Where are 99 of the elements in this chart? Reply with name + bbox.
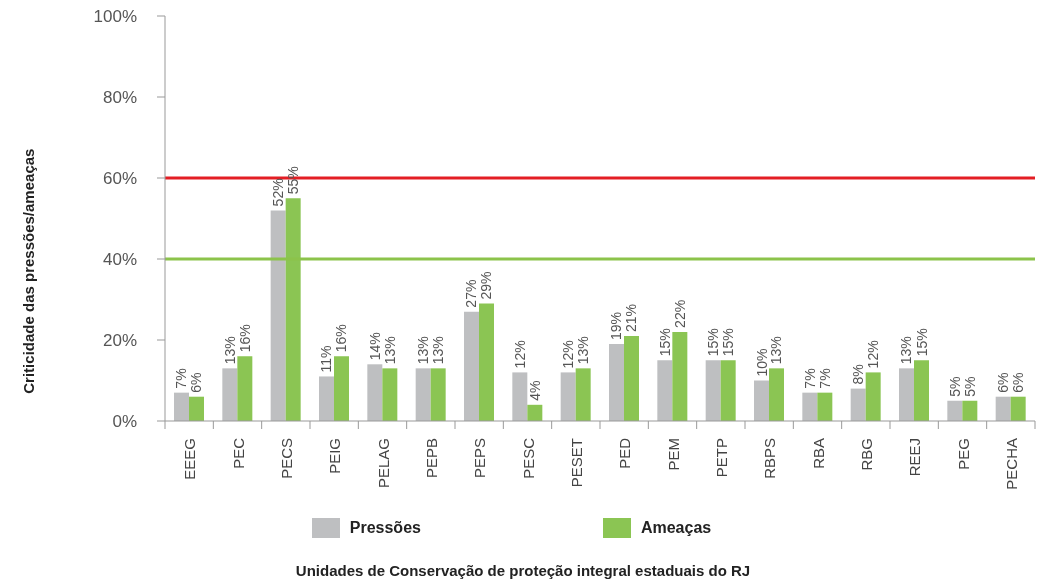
bar (575, 368, 591, 421)
data-label: 52% (270, 178, 287, 207)
data-label: 13% (221, 336, 238, 365)
bar (560, 372, 576, 421)
x-tick-label: PED (615, 437, 633, 469)
bar (850, 388, 866, 421)
bar (367, 364, 383, 421)
bar (222, 368, 238, 421)
data-label: 5% (961, 376, 978, 397)
data-label: 15% (913, 328, 930, 357)
data-label: 16% (236, 324, 253, 353)
bar (899, 368, 914, 421)
x-tick-label: PESC (519, 437, 536, 479)
data-label: 14% (366, 332, 383, 361)
data-label: 13% (768, 336, 785, 365)
x-tick-label: PECHA (1002, 438, 1020, 490)
x-tick-label: RBA (809, 438, 826, 469)
data-label: 15% (656, 328, 673, 357)
bar (962, 400, 978, 421)
bar (189, 396, 204, 421)
bar (657, 360, 673, 421)
bar (720, 360, 736, 421)
data-label: 13% (381, 336, 398, 365)
bar (1010, 396, 1026, 421)
bar (769, 368, 784, 421)
x-tick-label: PELAG (374, 438, 391, 489)
y-tick-label: 80% (102, 88, 137, 108)
data-label: 13% (898, 336, 915, 365)
bar (382, 368, 398, 421)
data-label: 13% (415, 336, 432, 365)
data-label: 13% (430, 336, 447, 365)
bar (817, 392, 833, 421)
bar (754, 380, 769, 421)
data-label: 27% (463, 279, 480, 308)
data-label: 6% (188, 372, 205, 393)
data-label: 7% (816, 368, 833, 389)
data-label: 4% (526, 380, 543, 401)
bar (319, 376, 334, 421)
data-label: 7% (801, 368, 818, 389)
data-label: 21% (623, 303, 640, 332)
bar (512, 372, 528, 421)
data-label: 5% (946, 376, 963, 397)
x-tick-label: PECS (277, 438, 295, 479)
y-axis-title: Criticidade das pressões/ameaças (19, 148, 37, 394)
bar (914, 360, 929, 421)
bar (624, 335, 639, 421)
data-label: 29% (478, 271, 495, 300)
bar (174, 392, 189, 421)
data-label: 22% (671, 299, 688, 328)
y-tick-label: 20% (102, 331, 137, 351)
x-tick-label: RBG (857, 438, 875, 471)
data-label: 10% (753, 348, 770, 377)
data-label: 19% (608, 312, 625, 341)
bar (947, 400, 963, 421)
legend-label: Ameaças (640, 519, 712, 536)
y-tick-label: 0% (112, 412, 137, 432)
data-label: 12% (560, 340, 577, 369)
data-label: 12% (511, 340, 528, 369)
x-tick-label: PEPB (422, 438, 440, 479)
data-label: 13% (575, 336, 592, 365)
data-label: 6% (1010, 372, 1027, 393)
bar (270, 210, 286, 421)
data-label: 55% (285, 166, 302, 195)
bar (334, 356, 349, 421)
x-tick-label: PEC (229, 437, 246, 469)
y-tick-label: 40% (102, 250, 137, 270)
data-label: 7% (173, 368, 190, 389)
bar (237, 356, 253, 421)
bar (479, 303, 494, 421)
x-tick-label: PEPS (470, 438, 488, 479)
data-label: 11% (318, 345, 335, 373)
x-tick-label: PEM (664, 438, 681, 471)
bar (802, 392, 818, 421)
bar (672, 331, 688, 421)
bar (609, 344, 624, 421)
bar (527, 404, 543, 421)
x-tick-label: PEIG (325, 438, 343, 474)
bar (464, 311, 479, 421)
x-axis-title: Unidades de Conservação de proteção integral estaduais do RJ (295, 562, 751, 579)
x-tick-label: PEG (954, 438, 971, 470)
x-tick-label: REEJ (905, 438, 923, 477)
data-label: 8% (850, 364, 867, 385)
data-label: 15% (705, 328, 722, 357)
data-label: 6% (995, 372, 1012, 393)
y-tick-label: 100% (93, 7, 137, 27)
data-label: 12% (865, 340, 882, 369)
bar (415, 368, 431, 421)
x-tick-label: EEEG (180, 438, 198, 480)
legend-label: Pressões (349, 519, 421, 536)
x-tick-label: PESET (567, 438, 585, 488)
data-label: 15% (720, 328, 737, 357)
x-tick-label: RBPS (760, 438, 778, 479)
bar (865, 372, 881, 421)
x-tick-label: PETP (712, 438, 730, 478)
bar (430, 368, 446, 421)
data-label: 16% (333, 324, 350, 353)
y-tick-label: 60% (102, 169, 137, 189)
bar (995, 396, 1011, 421)
bar (705, 360, 721, 421)
